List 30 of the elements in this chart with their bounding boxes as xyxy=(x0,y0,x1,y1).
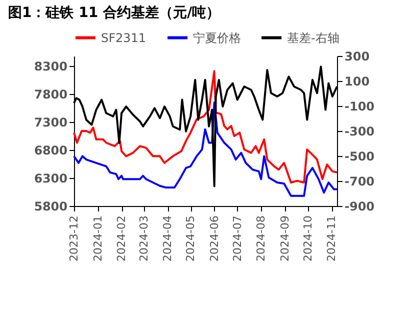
x-tick-label: 2024-01 xyxy=(91,216,104,262)
legend-label: 基差-右轴 xyxy=(287,30,340,45)
chart-title: 图1：硅铁 11 合约基差（元/吨） xyxy=(8,5,220,21)
y-tick-label: 6800 xyxy=(34,144,68,158)
y2-tick-label: 100 xyxy=(344,74,370,88)
x-tick-label: 2024-04 xyxy=(161,216,174,262)
y2-tick-label: -300 xyxy=(344,124,375,138)
y2-tick-label: -700 xyxy=(344,174,375,188)
x-tick-label: 2024-09 xyxy=(278,216,292,262)
y-tick-label: 6300 xyxy=(34,172,68,186)
x-tick-label: 2024-02 xyxy=(115,216,128,262)
x-tick-label: 2024-08 xyxy=(254,216,268,262)
y2-tick-label: -500 xyxy=(344,150,375,164)
y-tick-label: 7300 xyxy=(34,116,68,130)
x-tick-label: 2024-06 xyxy=(208,216,221,262)
y-tick-label: 7800 xyxy=(34,88,68,102)
y2-tick-label: -100 xyxy=(344,100,375,114)
x-tick-label: 2024-05 xyxy=(184,216,198,262)
line-series xyxy=(73,101,338,197)
x-tick-label: 2024-03 xyxy=(137,216,150,262)
y2-tick-label: -900 xyxy=(344,200,375,214)
x-tick-label: 2023-12 xyxy=(68,216,80,262)
x-tick-label: 2024-11 xyxy=(325,216,338,262)
legend-label: 宁夏价格 xyxy=(193,30,241,45)
y-tick-label: 8300 xyxy=(34,60,68,74)
x-tick-label: 2024-10 xyxy=(301,216,314,262)
y-tick-label: 5800 xyxy=(34,200,68,214)
legend-label: SF2311 xyxy=(101,30,146,45)
y2-tick-label: 300 xyxy=(344,50,370,64)
x-tick-label: 2024-07 xyxy=(230,216,244,262)
